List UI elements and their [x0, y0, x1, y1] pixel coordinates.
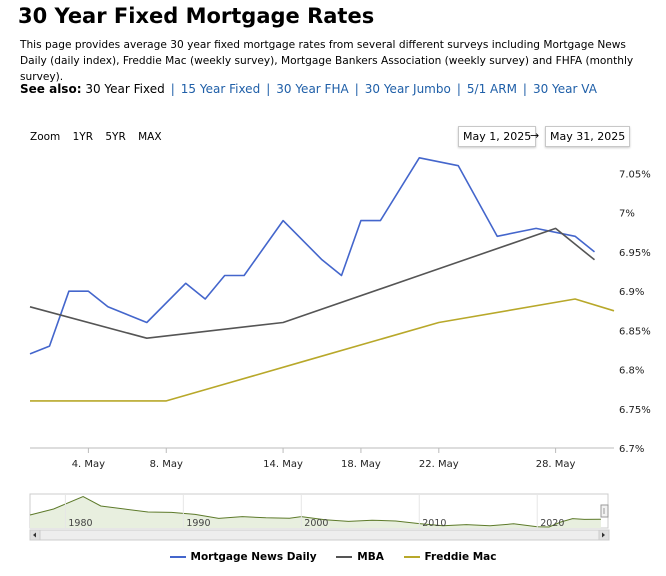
date-to-input[interactable]: May 31, 2025: [545, 126, 631, 147]
see-also-link-30-year-fha[interactable]: 30 Year FHA: [276, 82, 349, 96]
zoom-5yr-button[interactable]: 5YR: [105, 131, 126, 143]
page-title: 30 Year Fixed Mortgage Rates: [18, 4, 375, 28]
see-also-separator: |: [456, 82, 461, 96]
legend-entry-mba[interactable]: MBA: [336, 551, 384, 563]
x-tick-label: 18. May: [341, 459, 381, 470]
chart-legend: Mortgage News Daily MBA Freddie Mac: [0, 551, 666, 563]
x-tick-label: 14. May: [263, 459, 303, 470]
legend-label-mba: MBA: [357, 551, 384, 563]
x-tick-label: 8. May: [150, 459, 183, 470]
see-also-separator: |: [522, 82, 527, 96]
navigator-tick-label: 2020: [540, 518, 564, 529]
zoom-label: Zoom: [30, 131, 61, 143]
zoom-1yr-button[interactable]: 1YR: [72, 131, 94, 143]
x-tick-label: 28. May: [536, 459, 576, 470]
legend-swatch-mnd: [169, 556, 186, 558]
navigator-tick-label: 1980: [68, 518, 92, 529]
legend-entry-freddie-mac[interactable]: Freddie Mac: [403, 551, 497, 563]
legend-entry-mortgage-news-daily[interactable]: Mortgage News Daily: [169, 551, 317, 563]
y-tick-label: 6.75%: [619, 405, 651, 416]
date-range-arrow: →: [530, 129, 540, 142]
see-also-link-15-year-fixed[interactable]: 15 Year Fixed: [180, 82, 261, 96]
see-also-bar: See also: 30 Year Fixed | 15 Year Fixed | 30…: [20, 82, 597, 96]
intro-paragraph: This page provides average 30 year fixed…: [20, 39, 634, 83]
series-line-freddie-mac: [30, 298, 615, 402]
see-also-links: 30 Year Fixed | 15 Year Fixed | 30 Year FHA |…: [85, 82, 597, 96]
legend-swatch-mba: [336, 556, 353, 558]
legend-swatch-freddie: [403, 556, 420, 558]
see-also-separator: |: [170, 82, 175, 96]
navigator-scrollbar[interactable]: [29, 529, 610, 541]
zoom-max-button[interactable]: MAX: [138, 131, 162, 143]
x-tick-label: 4. May: [72, 459, 105, 470]
zoom-bar: Zoom 1YR 5YR MAX: [30, 131, 171, 143]
see-also-link-30-year-fixed[interactable]: 30 Year Fixed: [85, 82, 165, 96]
navigator-tick-label: 2010: [422, 518, 446, 529]
x-tick-label: 22. May: [419, 459, 459, 470]
see-also-label: See also:: [20, 82, 82, 96]
navigator-line: [29, 496, 601, 528]
see-also-separator: |: [266, 82, 271, 96]
see-also-link-30-year-jumbo[interactable]: 30 Year Jumbo: [364, 82, 451, 96]
navigator-area: [30, 496, 601, 528]
series-line-mba: [29, 227, 596, 340]
y-tick-label: 6.9%: [619, 287, 644, 298]
see-also-link-5-1-arm[interactable]: 5/1 ARM: [466, 82, 517, 96]
y-tick-label: 7%: [619, 209, 635, 220]
y-tick-label: 7.05%: [619, 170, 651, 181]
scroll-right-arrow-icon: [602, 532, 605, 538]
legend-label-freddie: Freddie Mac: [424, 551, 497, 563]
y-tick-label: 6.95%: [619, 248, 651, 259]
y-tick-label: 6.7%: [619, 444, 644, 455]
y-tick-label: 6.8%: [619, 366, 644, 377]
date-from-input[interactable]: May 1, 2025: [458, 126, 537, 147]
see-also-link-30-year-va[interactable]: 30 Year VA: [532, 82, 597, 96]
navigator-tick-label: 1990: [186, 518, 210, 529]
legend-label-mnd: Mortgage News Daily: [190, 551, 317, 563]
y-tick-label: 6.85%: [619, 326, 651, 337]
see-also-separator: |: [354, 82, 359, 96]
navigator-tick-label: 2000: [304, 518, 328, 529]
scroll-left-arrow-icon: [33, 532, 36, 538]
series-line-mortgage-news-daily: [29, 157, 596, 355]
